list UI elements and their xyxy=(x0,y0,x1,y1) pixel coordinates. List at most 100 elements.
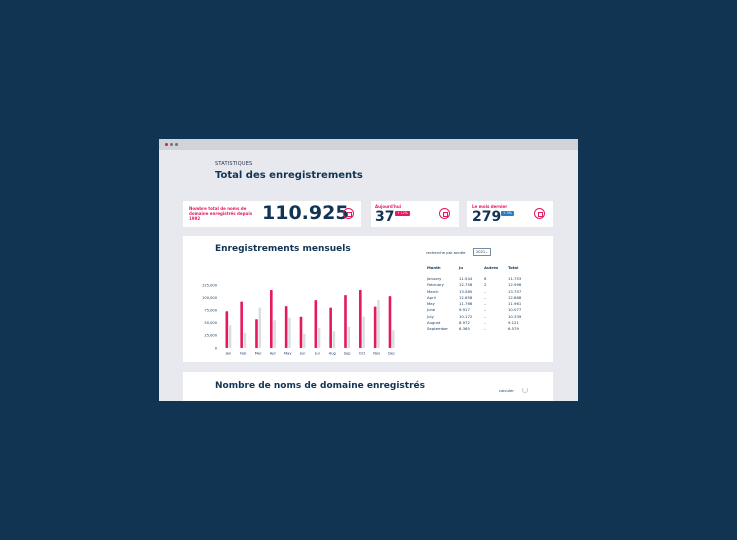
bar-secondary[interactable] xyxy=(273,320,276,348)
bar-secondary[interactable] xyxy=(332,331,336,348)
cell: July xyxy=(427,313,434,319)
cell: 11.753 xyxy=(508,276,522,281)
chevron-down-icon: ⌄ xyxy=(484,249,488,254)
refresh-icon[interactable] xyxy=(522,387,528,393)
bar-primary[interactable] xyxy=(270,290,273,348)
maximize-window-icon[interactable] xyxy=(175,143,178,146)
cell: 10.339 xyxy=(508,313,522,319)
cell: January xyxy=(427,276,442,281)
cell: 8.972 xyxy=(459,320,470,326)
cell: 13.585 xyxy=(459,288,473,294)
x-tick-label: Dec xyxy=(388,352,395,356)
stat-today-value: 37 xyxy=(375,209,395,225)
cell: 10.172 xyxy=(459,313,473,319)
cell: 12.868 xyxy=(508,294,522,300)
bar-primary[interactable] xyxy=(359,290,362,348)
document-icon[interactable] xyxy=(343,208,354,219)
bar-secondary[interactable] xyxy=(258,307,261,348)
cell: – xyxy=(484,294,486,300)
cell: 12.996 xyxy=(508,282,522,288)
bar-primary[interactable] xyxy=(240,301,243,348)
x-tick-label: Aug xyxy=(329,352,336,356)
bar-secondary[interactable] xyxy=(228,325,232,348)
stat-today-badge: + 12% xyxy=(395,211,410,216)
cell: – xyxy=(484,288,486,294)
page-title: Total des enregistrements xyxy=(215,170,363,181)
bar-primary[interactable] xyxy=(255,319,258,348)
cell: 9.121 xyxy=(508,320,519,326)
minimize-window-icon[interactable] xyxy=(170,143,173,146)
bar-secondary[interactable] xyxy=(288,317,291,348)
bar-primary[interactable] xyxy=(225,311,229,348)
monthly-card: Enregistrements mensuels 125,000 100,000 7… xyxy=(183,236,553,362)
cell: 2 xyxy=(484,282,487,288)
y-tick-label: 0 xyxy=(215,346,218,350)
cell: 12.658 xyxy=(459,294,473,300)
x-tick-label: Apr xyxy=(270,352,277,356)
monthly-table: Month Ju Autres Total January 11.544 6 11.7… xyxy=(427,266,530,333)
y-tick-label: 75,000 xyxy=(204,309,217,313)
y-tick-label: 125,000 xyxy=(202,283,218,287)
table-row: August 8.972 – 9.121 xyxy=(427,320,530,326)
cell: 12.758 xyxy=(459,282,473,288)
bar-secondary[interactable] xyxy=(362,316,365,348)
bar-secondary[interactable] xyxy=(347,326,350,348)
bar-secondary[interactable] xyxy=(303,333,306,348)
bar-primary[interactable] xyxy=(329,307,332,348)
y-tick-label: 50,000 xyxy=(204,321,217,325)
cell: – xyxy=(484,313,486,319)
year-select[interactable]: 2021 ⌄ xyxy=(473,248,491,256)
x-tick-label: Mar xyxy=(255,352,262,356)
table-row: February 12.758 2 12.996 xyxy=(427,282,530,288)
cell: – xyxy=(484,326,486,332)
x-tick-label: Nov xyxy=(373,352,381,356)
y-tick-label: 25,000 xyxy=(204,334,217,338)
monthly-bar-chart: 125,000 100,000 75,000 50,000 25,000 0 Jan Feb M… xyxy=(202,283,395,356)
cell: September xyxy=(427,326,448,332)
close-window-icon[interactable] xyxy=(165,143,168,146)
bar-primary[interactable] xyxy=(344,295,347,348)
cell: April xyxy=(427,294,436,300)
stat-last-month-badge: + 3% xyxy=(501,211,514,216)
cell: 11.961 xyxy=(508,301,522,307)
bar-secondary[interactable] xyxy=(392,330,395,348)
bar-primary[interactable] xyxy=(299,316,303,348)
cell: – xyxy=(484,320,486,326)
col-autres: Autres xyxy=(484,265,499,270)
table-row: June 9.917 – 10.077 xyxy=(427,307,530,313)
col-month: Month xyxy=(427,265,441,270)
stat-total-label: Nombre total de noms de domaine enregist… xyxy=(189,206,253,222)
stat-last-month-label: Le mois dernier xyxy=(472,204,508,209)
bar-secondary[interactable] xyxy=(377,300,380,348)
stat-card-today: Aujourd'hui 37 + 12% xyxy=(371,201,459,227)
cell: 10.077 xyxy=(508,307,522,313)
cell: 9.917 xyxy=(459,307,470,313)
col-ju: Ju xyxy=(459,265,464,270)
y-tick-label: 100,000 xyxy=(202,296,218,300)
x-tick-label: Jun xyxy=(299,352,306,356)
x-tick-label: Sep xyxy=(344,352,351,356)
cell: August xyxy=(427,320,441,326)
stat-card-last-month: Le mois dernier 279 + 3% xyxy=(467,201,553,227)
cell: – xyxy=(484,301,486,307)
bar-primary[interactable] xyxy=(388,296,392,348)
table-header-row: Month Ju Autres Total xyxy=(427,266,530,276)
stat-total-value: 110.925 xyxy=(262,202,349,224)
bar-secondary[interactable] xyxy=(317,327,321,348)
bar-primary[interactable] xyxy=(284,306,288,348)
title-bar xyxy=(159,139,578,150)
edit-icon[interactable] xyxy=(534,208,545,219)
fingerprint-icon[interactable] xyxy=(439,208,450,219)
cell: 6.579 xyxy=(508,326,519,332)
domains-card: Nombre de noms de domaine enregistrés ca… xyxy=(183,372,553,401)
table-row: March 13.585 – 13.757 xyxy=(427,289,530,295)
table-row: April 12.658 – 12.868 xyxy=(427,295,530,301)
monthly-title: Enregistrements mensuels xyxy=(215,244,351,254)
cell: February xyxy=(427,282,444,288)
bar-primary[interactable] xyxy=(373,306,377,348)
bar-primary[interactable] xyxy=(314,300,318,348)
bar-secondary[interactable] xyxy=(243,332,247,348)
x-tick-label: Jan xyxy=(225,352,232,356)
cell: 6.365 xyxy=(459,326,470,332)
refresh-label[interactable]: calculer xyxy=(499,388,514,393)
